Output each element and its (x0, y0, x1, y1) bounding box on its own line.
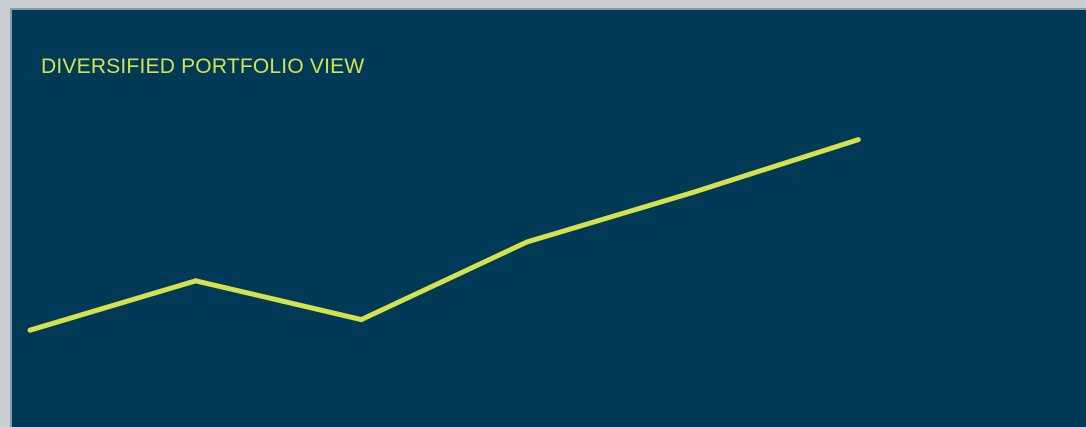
data-point-0 (27, 327, 33, 333)
chart-panel (10, 8, 1086, 427)
data-point-3 (524, 239, 530, 245)
data-point-1 (193, 278, 199, 284)
data-point-4 (690, 190, 696, 195)
chart-title: DIVERSIFIED PORTFOLIO VIEW (41, 55, 365, 78)
data-point-2 (358, 317, 364, 323)
series-line-0 (29, 137, 860, 333)
series-layer (27, 137, 861, 333)
data-point-5 (855, 137, 861, 143)
